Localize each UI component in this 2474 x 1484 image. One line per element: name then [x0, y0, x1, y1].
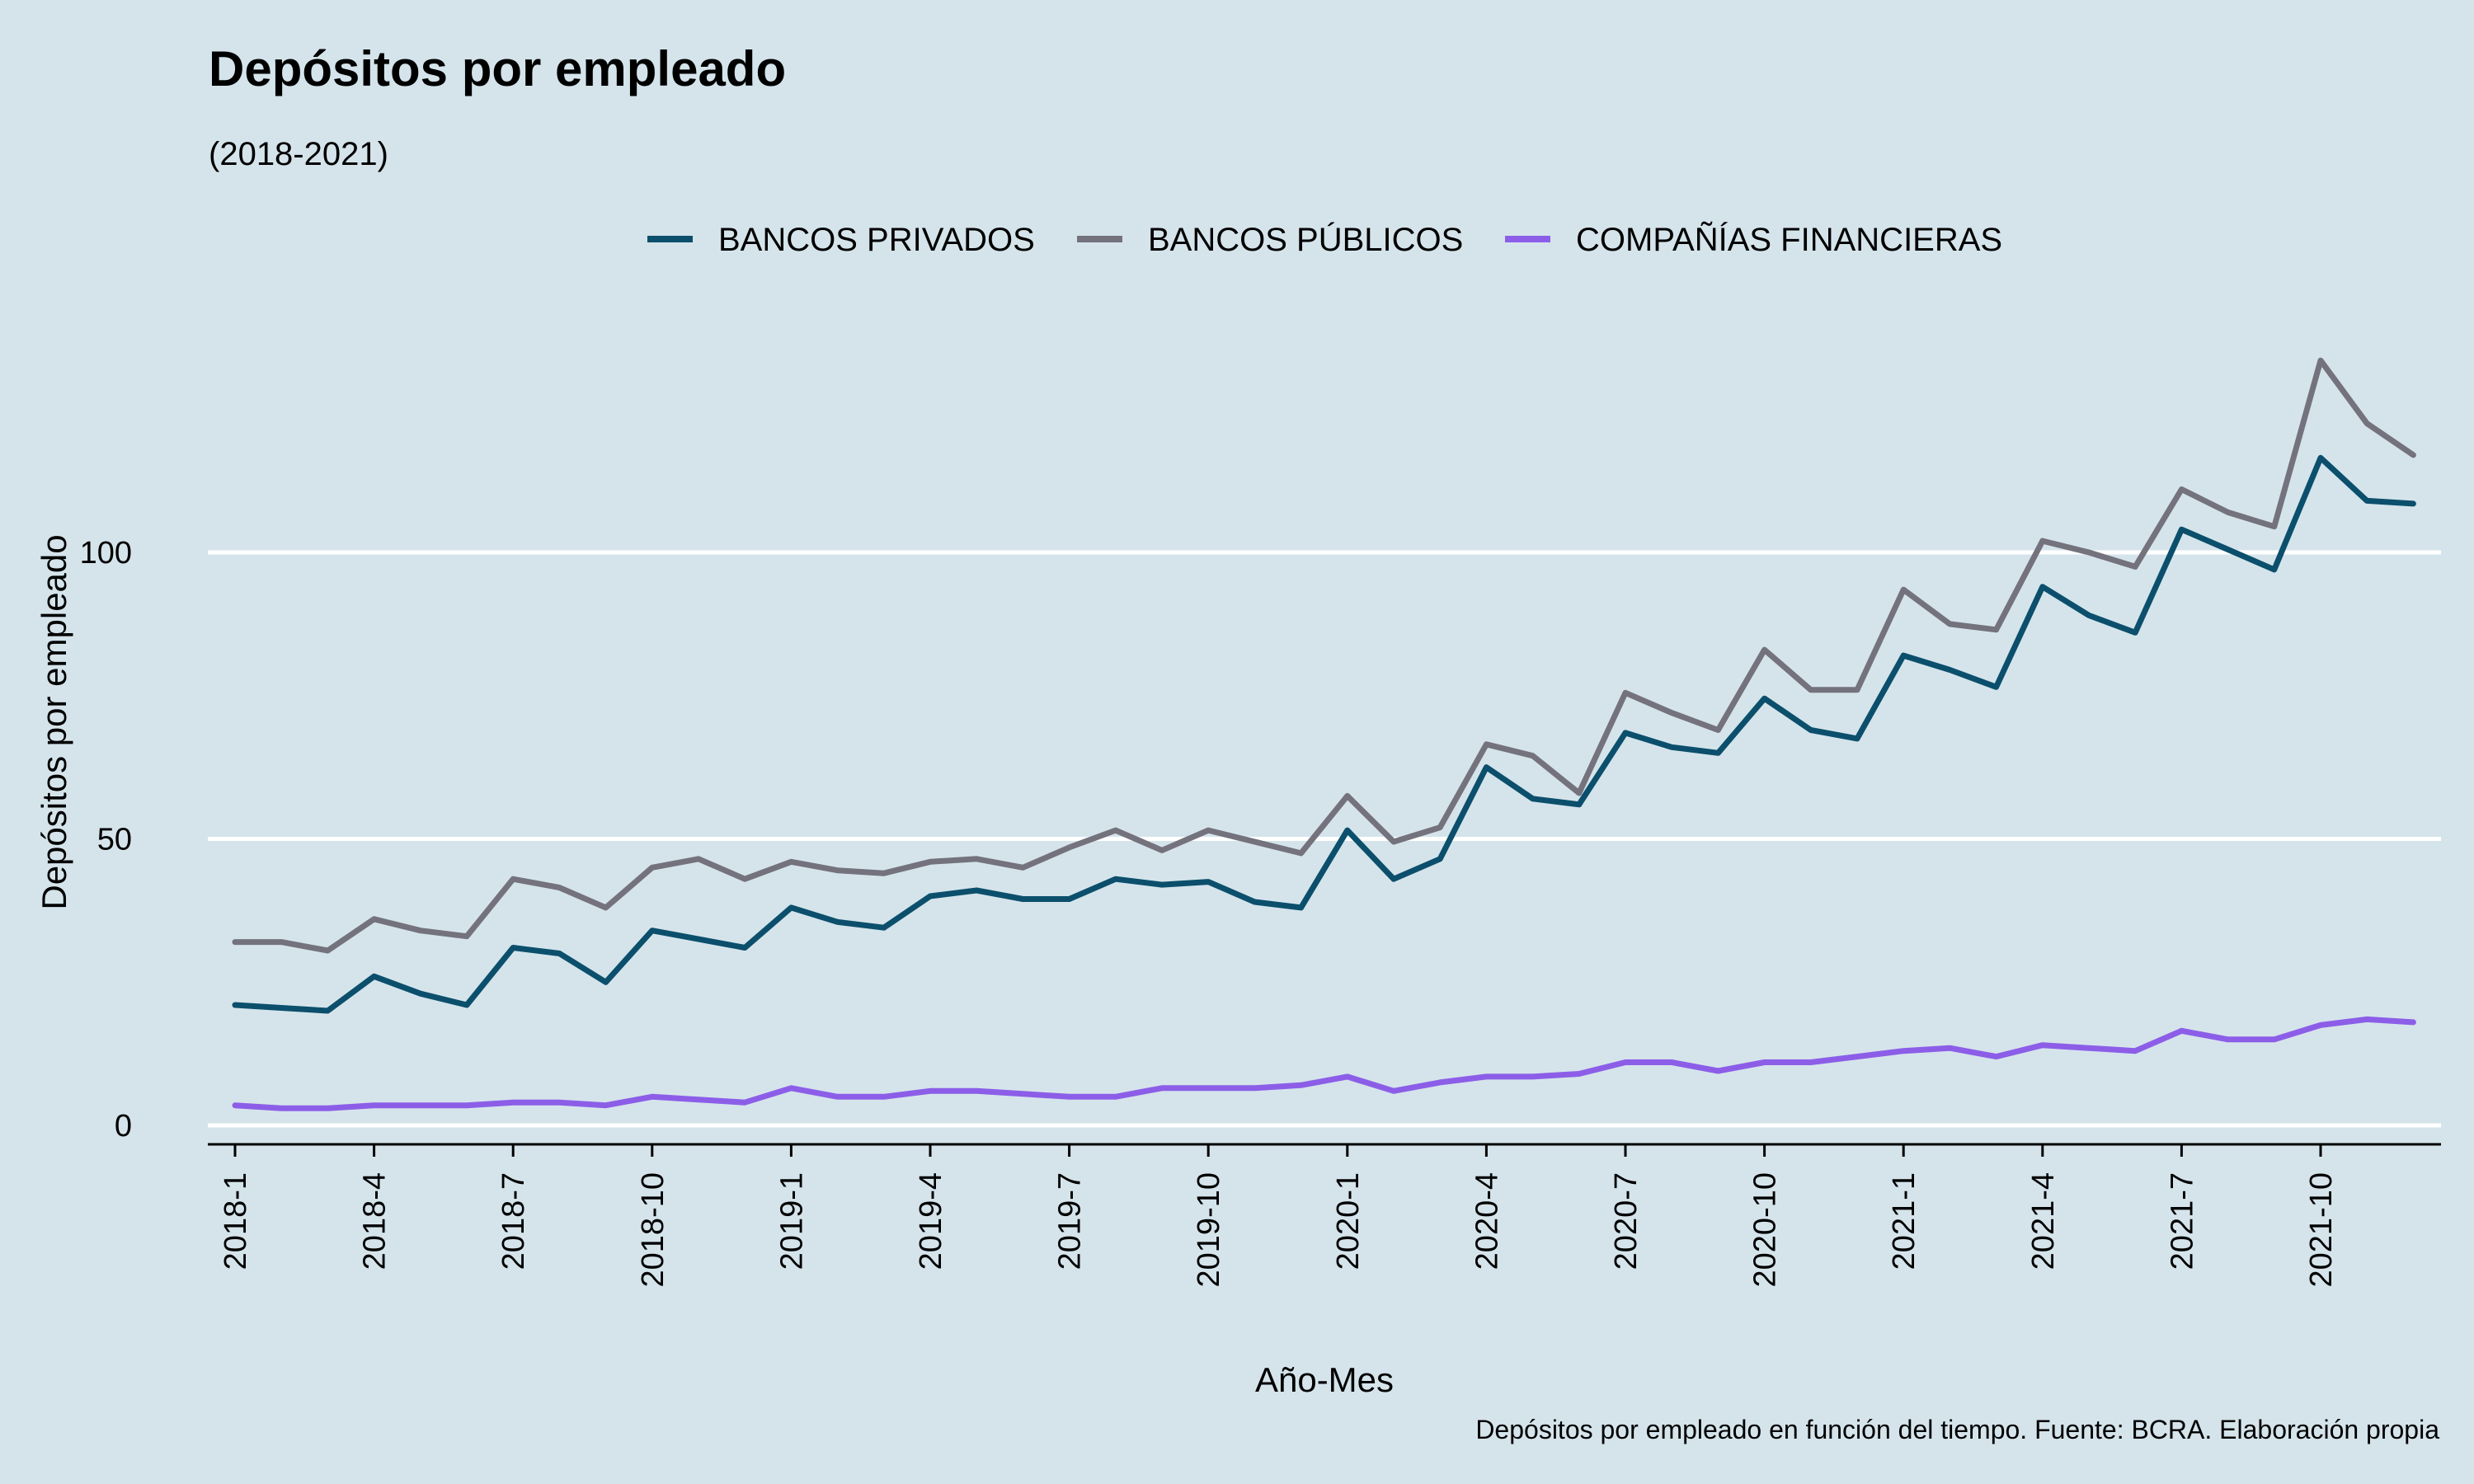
x-tick-label: 2021-4 [2026, 1172, 2061, 1270]
series-line-2 [232, 1016, 2416, 1111]
x-tick-label: 2020-4 [1470, 1172, 1504, 1270]
x-tick-label: 2019-1 [774, 1172, 809, 1270]
x-tick-label: 2019-7 [1053, 1172, 1088, 1270]
y-tick-label: 50 [97, 823, 132, 857]
y-tick-label: 100 [80, 536, 132, 571]
x-tick-label: 2018-4 [358, 1172, 393, 1270]
chart-caption: Depósitos por empleado en función del ti… [1475, 1415, 2439, 1444]
chart-subtitle: (2018-2021) [209, 136, 388, 172]
series-line-1 [232, 357, 2416, 954]
x-tick-label: 2020-7 [1609, 1172, 1644, 1270]
chart-title: Depósitos por empleado [209, 41, 786, 96]
x-tick-label: 2018-7 [496, 1172, 531, 1270]
legend-label-1: BANCOS PÚBLICOS [1148, 221, 1463, 258]
x-tick-label: 2021-7 [2165, 1172, 2199, 1270]
x-tick-label: 2019-4 [914, 1172, 948, 1270]
x-tick-label: 2021-10 [2304, 1172, 2339, 1287]
x-tick-label: 2020-10 [1748, 1172, 1783, 1287]
x-tick-label: 2021-1 [1887, 1172, 1921, 1270]
series-layer [232, 357, 2416, 1111]
y-axis-title: Depósitos por empleado [35, 534, 73, 909]
series-line-0 [232, 454, 2416, 1014]
grid [208, 550, 2441, 1128]
x-axis-title: Año-Mes [1255, 1360, 1394, 1399]
x-tick-label: 2019-10 [1192, 1172, 1226, 1287]
y-tick-label: 0 [115, 1109, 132, 1144]
x-tick-label: 2020-1 [1331, 1172, 1366, 1270]
y-axis-ticks: 0 50 100 [80, 536, 132, 1144]
legend: BANCOS PRIVADOS BANCOS PÚBLICOS COMPAÑÍAS … [647, 221, 2002, 258]
legend-label-0: BANCOS PRIVADOS [718, 222, 1035, 258]
x-tick-label: 2018-1 [219, 1172, 253, 1270]
legend-label-2: COMPAÑÍAS FINANCIERAS [1576, 221, 2002, 258]
x-tick-label: 2018-10 [636, 1172, 670, 1287]
x-axis-ticks: 2018-1 2018-4 2018-7 2018-10 2019-1 2019-4 201… [219, 1144, 2339, 1287]
